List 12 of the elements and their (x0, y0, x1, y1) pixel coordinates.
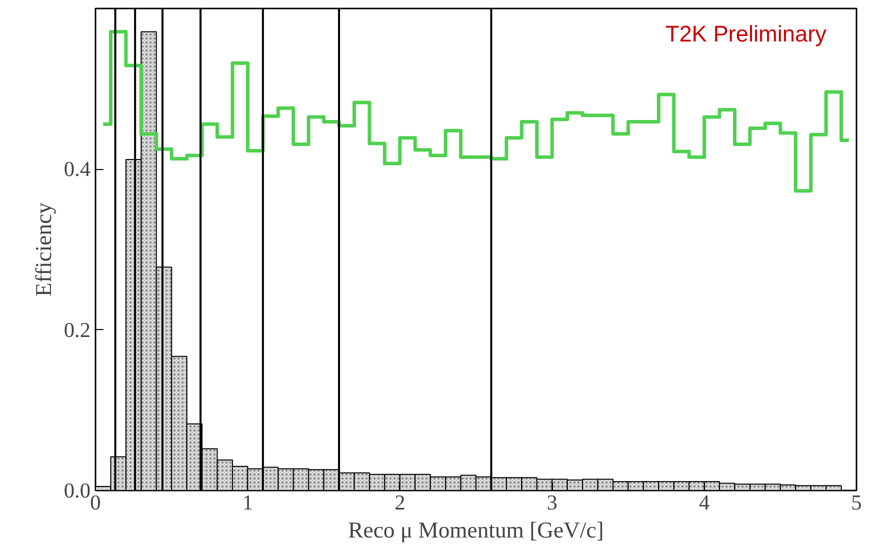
y-tick-label: 0.0 (64, 478, 91, 502)
x-tick-label: 3 (546, 490, 558, 514)
x-tick-label: 1 (242, 490, 254, 514)
x-tick-label: 2 (394, 490, 406, 514)
annotation: T2K Preliminary (665, 20, 828, 46)
x-tick-label: 0 (90, 490, 101, 514)
x-tick-label: 5 (851, 490, 862, 514)
y-tick-label: 0.4 (64, 157, 91, 182)
x-tick-label: 4 (698, 490, 710, 514)
y-tick-label: 0.2 (64, 318, 91, 342)
y-axis-title: Efficiency (30, 202, 56, 296)
x-axis-title: Reco μ Momentum [GeV/c] (348, 518, 604, 542)
